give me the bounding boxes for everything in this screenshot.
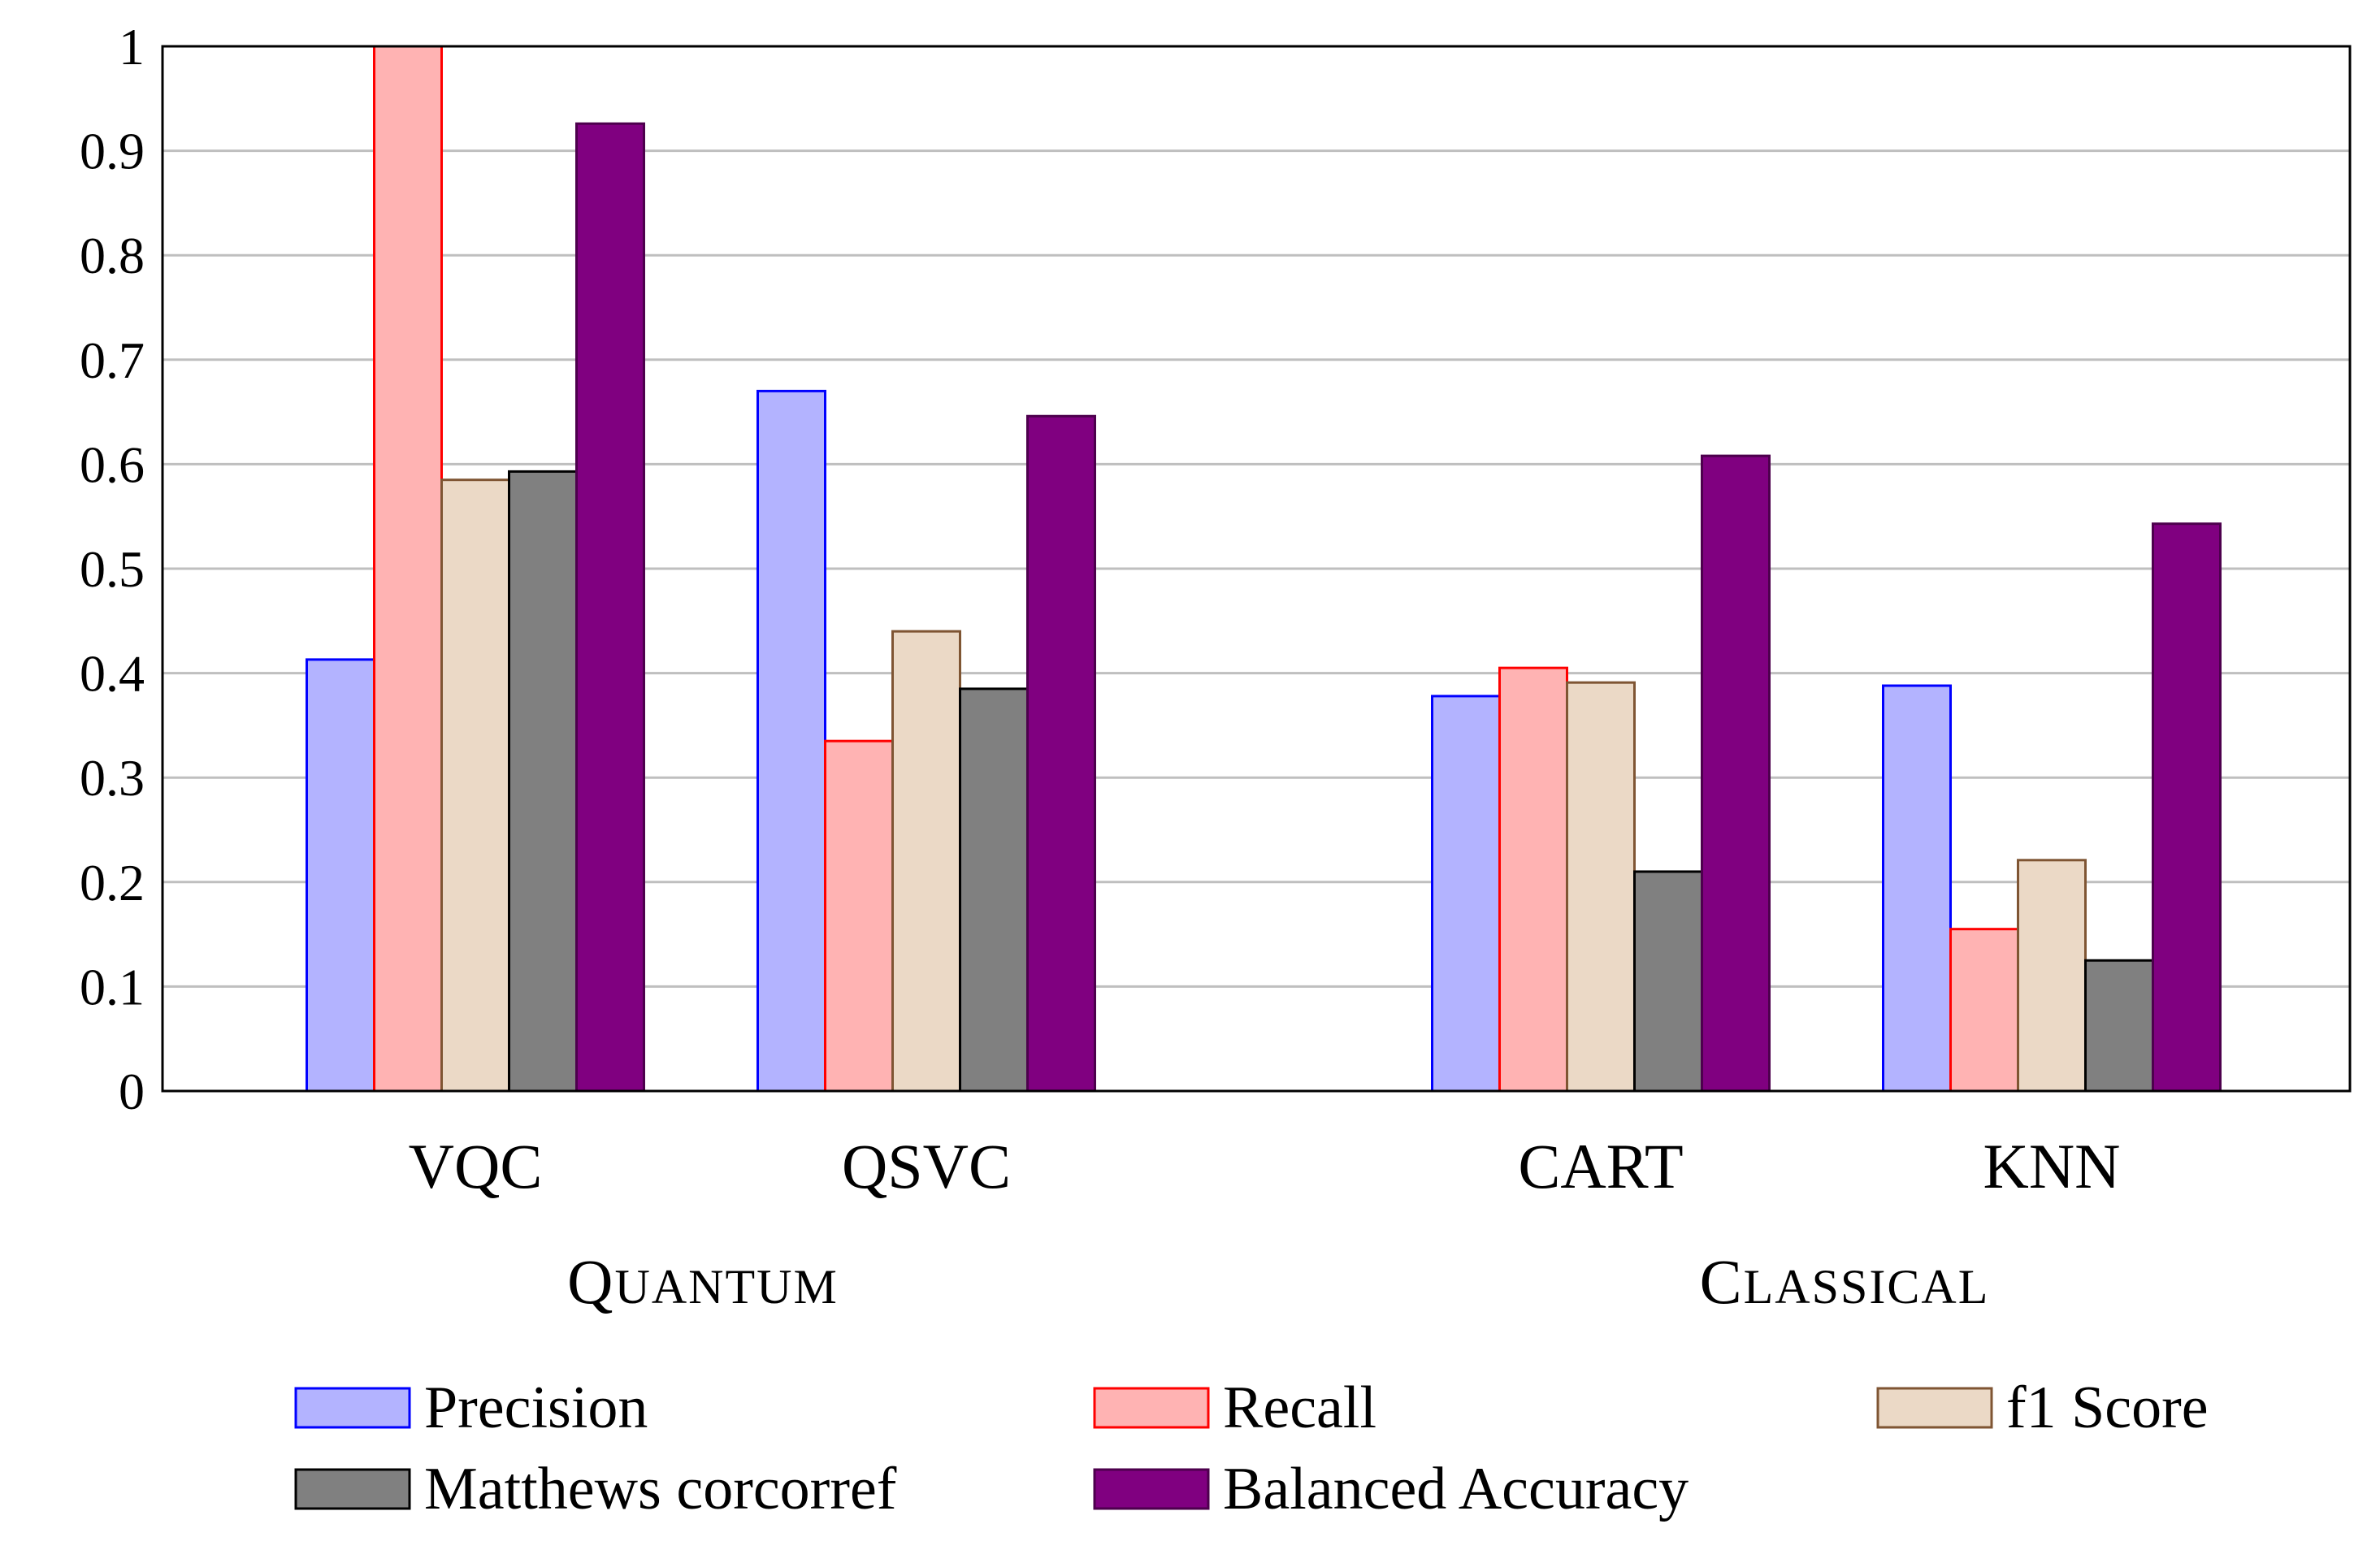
bar-matthews-corcorref-qsvc [959,687,1029,1093]
y-tick-label: 0.6 [80,435,145,493]
legend-swatch [1093,1468,1210,1510]
y-tick-label: 0.4 [80,645,145,703]
bar-f1-score-knn [2017,859,2087,1093]
legend-swatch [1093,1387,1210,1429]
bar-precision-qsvc [756,389,826,1093]
y-tick-label: 0.8 [80,227,145,284]
y-tick-label: 0.3 [80,749,145,807]
legend-item-f1-score: f1 Score [1876,1375,2209,1441]
y-tick-label: 0.7 [80,331,145,389]
category-groups: QUANTUM CLASSICAL [567,1246,1990,1317]
legend: Precision Recall f1 Score Matthews corcorre… [294,1375,2209,1522]
plot-frame [161,45,2352,1093]
bar-recall-qsvc [824,739,894,1093]
bar-f1-score-cart [1566,681,1636,1093]
legend-swatch [294,1468,411,1510]
y-axis-ticks: 0 0.1 0.2 0.3 0.4 0.5 0.6 0.7 0.8 0.9 1 [80,18,145,1120]
x-axis-categories: VQC QSVC CART KNN [409,1131,2121,1201]
legend-swatch [1876,1387,1993,1429]
y-tick-label: 0.5 [80,540,145,598]
bar-f1-score-qsvc [891,630,961,1093]
y-tick-label: 0 [119,1063,145,1120]
legend-label: Recall [1223,1375,1376,1441]
legend-label: Balanced Accuracy [1223,1456,1689,1522]
x-category-label: CART [1518,1131,1683,1201]
bar-matthews-corcorref-knn [2084,959,2154,1093]
bar-balanced-accuracy-knn [2152,522,2222,1093]
x-category-label: VQC [409,1131,543,1201]
legend-label: Precision [424,1375,648,1441]
y-tick-label: 1 [119,18,145,76]
legend-swatch [294,1387,411,1429]
legend-label: Matthews corcorref [424,1456,897,1522]
bar-recall-vqc [373,45,443,1093]
group-label-quantum: QUANTUM [567,1246,839,1317]
legend-item-matthews-corcorref: Matthews corcorref [294,1456,897,1522]
bar-matthews-corcorref-vqc [508,470,578,1093]
bar-balanced-accuracy-vqc [575,122,645,1093]
bars [306,45,2222,1093]
legend-label: f1 Score [2006,1375,2209,1441]
bar-precision-cart [1431,695,1501,1093]
legend-item-recall: Recall [1093,1375,1376,1441]
y-tick-label: 0.9 [80,123,145,180]
bar-precision-vqc [306,658,375,1093]
bar-balanced-accuracy-cart [1701,454,1771,1093]
x-category-label: KNN [1983,1131,2121,1201]
legend-item-precision: Precision [294,1375,648,1441]
bar-recall-knn [1949,928,2019,1093]
y-tick-label: 0.1 [80,958,145,1015]
bar-f1-score-vqc [440,478,510,1093]
x-category-label: QSVC [842,1131,1011,1201]
bar-balanced-accuracy-qsvc [1026,414,1096,1093]
legend-item-balanced-accuracy: Balanced Accuracy [1093,1456,1689,1522]
bar-precision-knn [1882,684,1952,1093]
bar-matthews-corcorref-cart [1633,870,1703,1093]
bar-recall-cart [1498,666,1568,1093]
y-tick-label: 0.2 [80,854,145,911]
group-label-classical: CLASSICAL [1700,1246,1990,1317]
